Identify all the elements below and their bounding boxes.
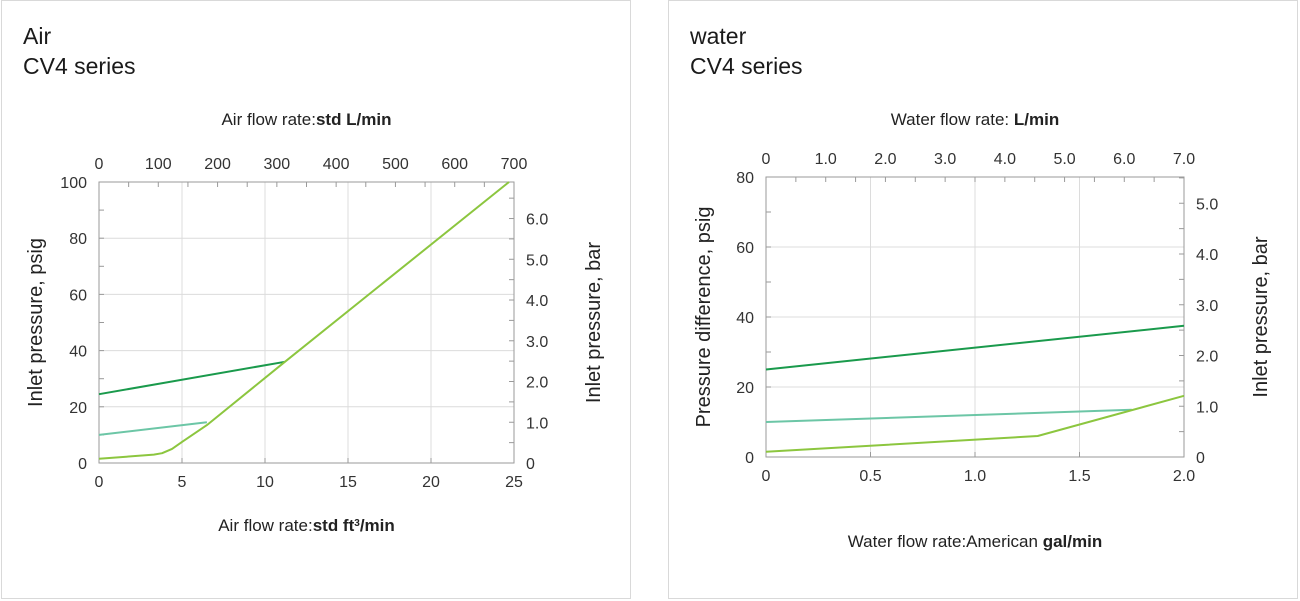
series-line [98, 421, 208, 436]
bottom-tick-label: 5 [178, 474, 187, 491]
left-tick-label: 40 [69, 344, 87, 361]
top-tick-label: 5.0 [1053, 151, 1075, 168]
left-tick-label: 0 [78, 456, 87, 473]
right-tick-label: 4.0 [1196, 247, 1218, 264]
left-tick-label: 80 [69, 231, 87, 248]
top-tick-label: 1.0 [815, 151, 837, 168]
bottom-axis-label: Air flow rate:std ft3/min [218, 516, 395, 535]
water-flow-chart: 0 0.5 1.0 1.5 2.00 1.0 2.0 3.0 4.0 5.0 6.0 7.002040… [693, 110, 1272, 551]
top-tick-label: 700 [501, 156, 528, 173]
top-tick-label: 4.0 [994, 151, 1016, 168]
bottom-tick-label: 1.5 [1068, 468, 1090, 485]
right-tick-label: 2.0 [1196, 349, 1218, 366]
right-tick-label: 1.0 [1196, 399, 1218, 416]
bottom-tick-label: 2.0 [1173, 468, 1195, 485]
right-tick-label: 0 [1196, 450, 1205, 467]
air-chart-panel: Air CV4 series 0 5 10 15 20 25 0 100 200 300 400 50… [1, 0, 631, 599]
right-tick-label: 6.0 [526, 212, 548, 229]
left-tick-label: 60 [736, 240, 754, 257]
left-tick-label: 60 [69, 287, 87, 304]
top-tick-label: 3.0 [934, 151, 956, 168]
right-tick-label: 0 [526, 456, 535, 473]
series-line [765, 408, 1132, 423]
series-line [98, 360, 286, 396]
panel-title-line1: water [690, 23, 747, 49]
bottom-tick-label: 0.5 [859, 468, 881, 485]
top-tick-label: 0 [762, 151, 771, 168]
top-tick-label: 600 [441, 156, 468, 173]
top-tick-label: 7.0 [1173, 151, 1195, 168]
air-flow-chart: 0 5 10 15 20 250 100 200 300 400 500 600 70002040608… [25, 110, 605, 535]
bottom-tick-label: 15 [339, 474, 357, 491]
right-tick-label: 3.0 [1196, 298, 1218, 315]
right-tick-label: 1.0 [526, 415, 548, 432]
series-line [765, 324, 1185, 371]
panel-title-line1: Air [23, 23, 52, 49]
panel-title-line2: CV4 series [690, 53, 803, 79]
top-tick-label: 200 [204, 156, 231, 173]
panel-title-line2: CV4 series [23, 53, 136, 79]
bottom-axis-label: Water flow rate:American gal/min [848, 532, 1102, 551]
top-tick-label: 500 [382, 156, 409, 173]
bottom-tick-label: 0 [95, 474, 104, 491]
top-tick-label: 100 [145, 156, 172, 173]
top-axis-label: Water flow rate: L/min [891, 110, 1059, 129]
left-tick-label: 0 [745, 450, 754, 467]
left-tick-label: 40 [736, 310, 754, 327]
top-tick-label: 2.0 [874, 151, 896, 168]
right-axis-label: Inlet pressure, bar [583, 242, 605, 404]
series-line [98, 181, 510, 460]
bottom-tick-label: 25 [505, 474, 523, 491]
bottom-tick-label: 1.0 [964, 468, 986, 485]
bottom-tick-label: 20 [422, 474, 440, 491]
right-axis-label: Inlet pressure, bar [1250, 236, 1272, 398]
panel-title: water CV4 series [690, 21, 802, 81]
plot-frame [98, 181, 515, 464]
top-tick-label: 6.0 [1113, 151, 1135, 168]
bottom-tick-label: 0 [762, 468, 771, 485]
left-tick-label: 20 [736, 380, 754, 397]
top-axis-label: Air flow rate:std L/min [221, 110, 391, 129]
right-tick-label: 2.0 [526, 375, 548, 392]
left-tick-label: 20 [69, 400, 87, 417]
left-tick-label: 80 [736, 170, 754, 187]
right-tick-label: 4.0 [526, 293, 548, 310]
right-tick-label: 5.0 [1196, 196, 1218, 213]
series-line [765, 394, 1185, 453]
right-tick-label: 5.0 [526, 252, 548, 269]
top-tick-label: 300 [264, 156, 291, 173]
left-axis-label: Inlet pressure, psig [25, 238, 47, 407]
left-axis-label: Pressure difference, psig [693, 207, 715, 428]
top-tick-label: 0 [95, 156, 104, 173]
left-tick-label: 100 [60, 175, 87, 192]
bottom-tick-label: 10 [256, 474, 274, 491]
right-tick-label: 3.0 [526, 334, 548, 351]
top-tick-label: 400 [323, 156, 350, 173]
panel-title: Air CV4 series [23, 21, 135, 81]
water-chart-panel: water CV4 series 0 0.5 1.0 1.5 2.0 0 1.0 2.0 3.0… [668, 0, 1298, 599]
